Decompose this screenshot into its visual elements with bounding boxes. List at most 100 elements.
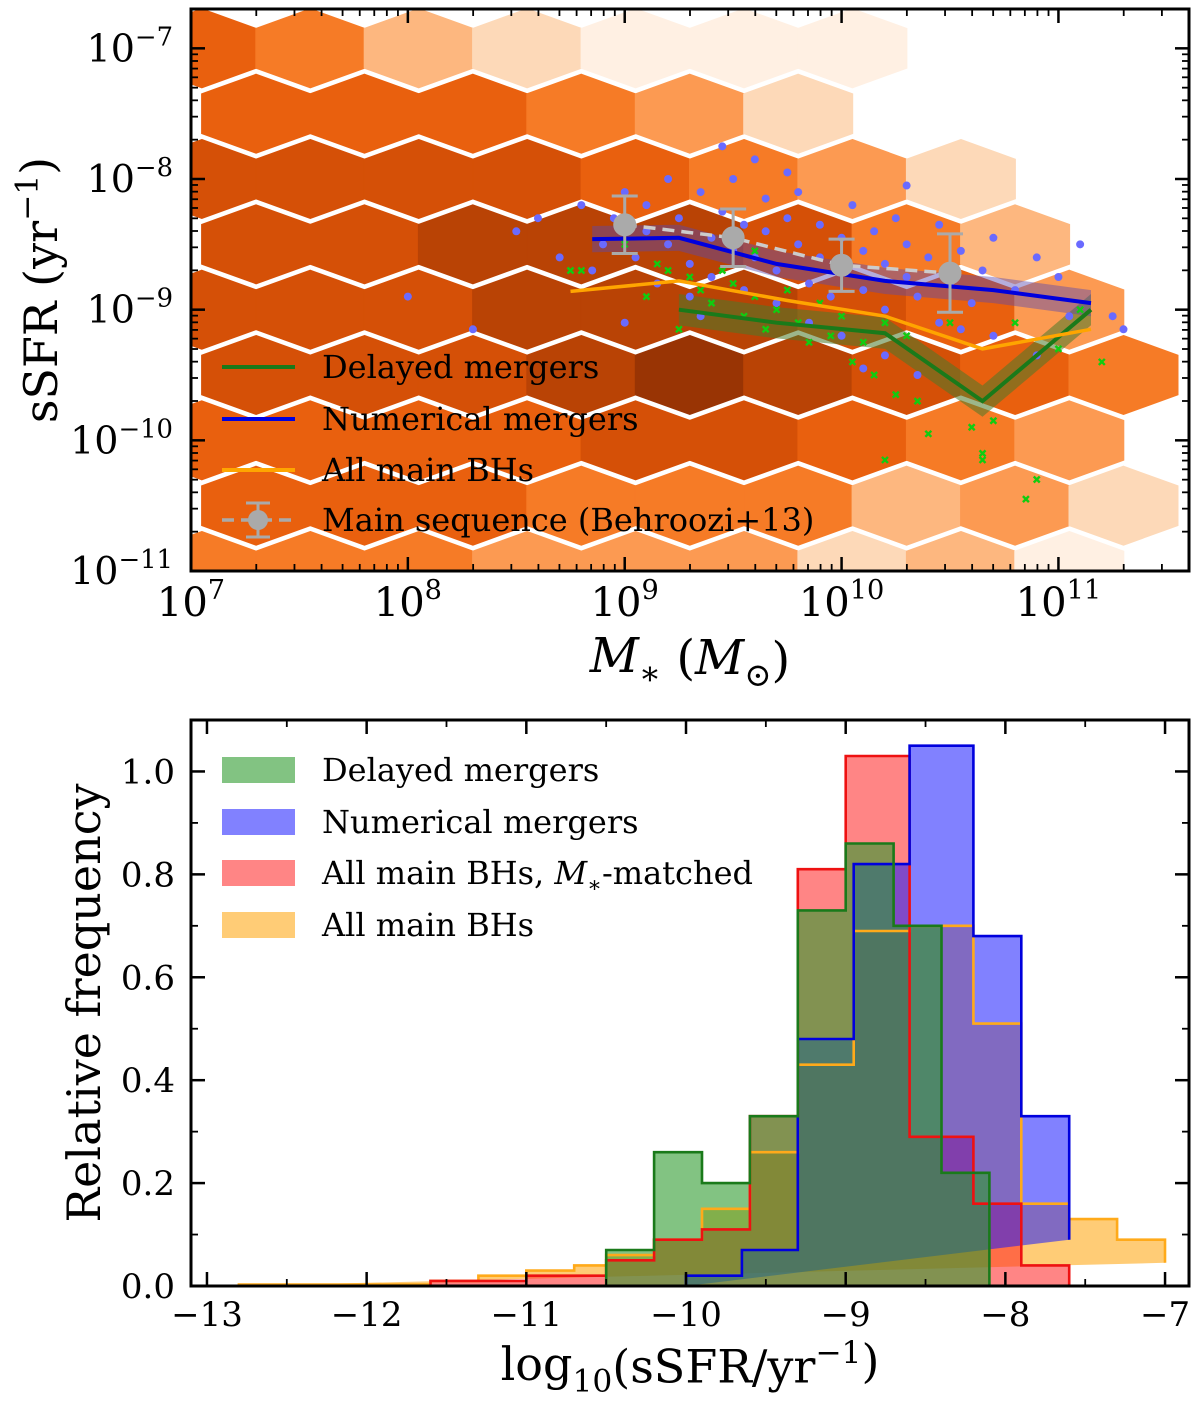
delayed-merger-point [653, 260, 662, 268]
hexbin-cell [905, 400, 1016, 481]
legend-label: All main BHs [321, 906, 534, 944]
numerical-mergers-line [592, 235, 1092, 306]
delayed-merger-point [913, 397, 922, 405]
legend-swatch [222, 860, 295, 886]
numerical-merger-point [815, 220, 824, 229]
delayed-merger-point [859, 338, 868, 347]
main-sequence-line [624, 222, 951, 275]
delayed-merger-point [1011, 318, 1019, 327]
legend-swatch [222, 757, 295, 783]
hexbin-cell [689, 9, 799, 89]
bottom-plot-area [237, 744, 1167, 1286]
delayed-merger-point [848, 358, 857, 366]
delayed-merger-point [967, 423, 976, 432]
bottom-frame [189, 718, 1191, 1288]
numerical-merger-point [956, 325, 965, 334]
hexbin-cell [309, 204, 420, 285]
y-tick-label: 0.8 [121, 855, 175, 895]
delayed-merger-point [750, 247, 759, 255]
hexbin-cell [1068, 334, 1179, 416]
numerical-merger-point [739, 220, 748, 229]
top-axes: 107 108 109 1010 1011 10−11 10−10 10−9 10−8 10−7 M… [10, 8, 1190, 694]
top-y-axis-label: sSFR (yr−1) [10, 157, 68, 423]
x-tick-label: 109 [591, 575, 659, 626]
hexbin-cell [201, 204, 312, 285]
y-tick-label: 0.4 [121, 1061, 175, 1101]
numerical-merger-point [924, 253, 933, 262]
numerical-merger-point [772, 266, 781, 275]
top-x-axis-label: M∗ (M⊙) [589, 628, 791, 694]
delayed-merger-point [978, 449, 987, 458]
numerical-merger-point [956, 246, 965, 255]
numerical-merger-point [512, 227, 521, 236]
numerical-merger-point [848, 201, 857, 210]
delayed-merger-point [881, 318, 889, 327]
x-tick-label: −9 [821, 1295, 871, 1335]
y-tick-label: 10−8 [87, 153, 173, 201]
x-tick-label: −8 [980, 1295, 1030, 1335]
delayed-merger-point [902, 331, 911, 340]
numerical-merger-point [891, 214, 900, 223]
delayed-merger-point [577, 266, 586, 275]
delayed-merger-point [772, 305, 781, 314]
numerical-merger-point [902, 273, 911, 282]
numerical-merger-point [729, 175, 738, 184]
bottom-y-axis-label: Relative frequency [57, 784, 111, 1223]
main-sequence-point [720, 207, 747, 269]
hexbin-cell [797, 400, 908, 481]
legend-label: Main sequence (Behroozi+13) [322, 501, 814, 539]
delayed-merger-point [675, 325, 683, 334]
delayed-merger-point [642, 292, 651, 301]
legend-swatch [222, 912, 295, 938]
x-tick-label: 107 [157, 575, 225, 626]
numerical-merger-point [468, 325, 477, 334]
x-tick-label: −7 [1140, 1295, 1190, 1335]
numerical-merger-point [577, 201, 586, 210]
hexbin-cell [634, 334, 745, 416]
hexbin-cell [363, 9, 474, 89]
x-tick-label: −10 [650, 1295, 722, 1335]
legend-swatch [222, 809, 295, 835]
numerical-merger-point [880, 305, 889, 314]
x-tick-label: −11 [490, 1295, 562, 1335]
top-panel: 107 108 109 1010 1011 10−11 10−10 10−9 10−8 10−7 M… [10, 7, 1191, 694]
numerical-merger-point [880, 351, 889, 360]
hexbin-cell [580, 9, 691, 89]
hexbin-cell [526, 73, 637, 154]
hexbin-cell [201, 73, 312, 154]
numerical-merger-point [631, 253, 640, 262]
hexbin-cell [634, 73, 745, 154]
delayed-merger-point [1054, 345, 1063, 353]
hexbin-cell [472, 9, 583, 89]
hexbin-cell [255, 138, 366, 220]
hexbin-cell [363, 138, 474, 220]
bottom-panel: −13 −12 −11 −10 −9 −8 −7 0.0 0.2 0.4 0.6 0.8 1.0 log1… [57, 718, 1191, 1400]
top-plot-area [191, 9, 1179, 571]
legend-entry: Delayed mergers [222, 348, 599, 386]
legend-label: Numerical mergers [322, 803, 639, 841]
bottom-legend: Delayed mergers Numerical mergers All main… [222, 751, 753, 944]
legend-entry: Main sequence (Behroozi+13) [222, 501, 814, 539]
numerical-merger-point [967, 299, 976, 308]
main-sequence-point [611, 194, 638, 255]
hexbin-cell [743, 73, 854, 154]
numerical-merger-point [859, 286, 868, 295]
numerical-merger-point [664, 175, 673, 184]
hexbin-cell [960, 204, 1071, 285]
hexbin-cell [472, 269, 583, 350]
hexbin-cell [797, 9, 908, 89]
delayed-merger-point [870, 371, 878, 379]
delayed-mergers-line [678, 307, 1093, 404]
top-frame [189, 7, 1191, 573]
legend-entry: Numerical mergers [222, 803, 639, 841]
numerical-merger-point [664, 240, 673, 249]
delayed-merger-point [707, 299, 716, 307]
delayed-merger-point [946, 318, 954, 327]
numerical-merger-point [913, 371, 922, 380]
numerical-merger-point [902, 181, 911, 190]
delayed-merger-point [566, 266, 575, 275]
numerical-merger-point [826, 292, 835, 301]
hexbin-cell [960, 465, 1071, 546]
delayed-merger-point [881, 456, 889, 464]
numerical-merger-point [1108, 312, 1117, 321]
